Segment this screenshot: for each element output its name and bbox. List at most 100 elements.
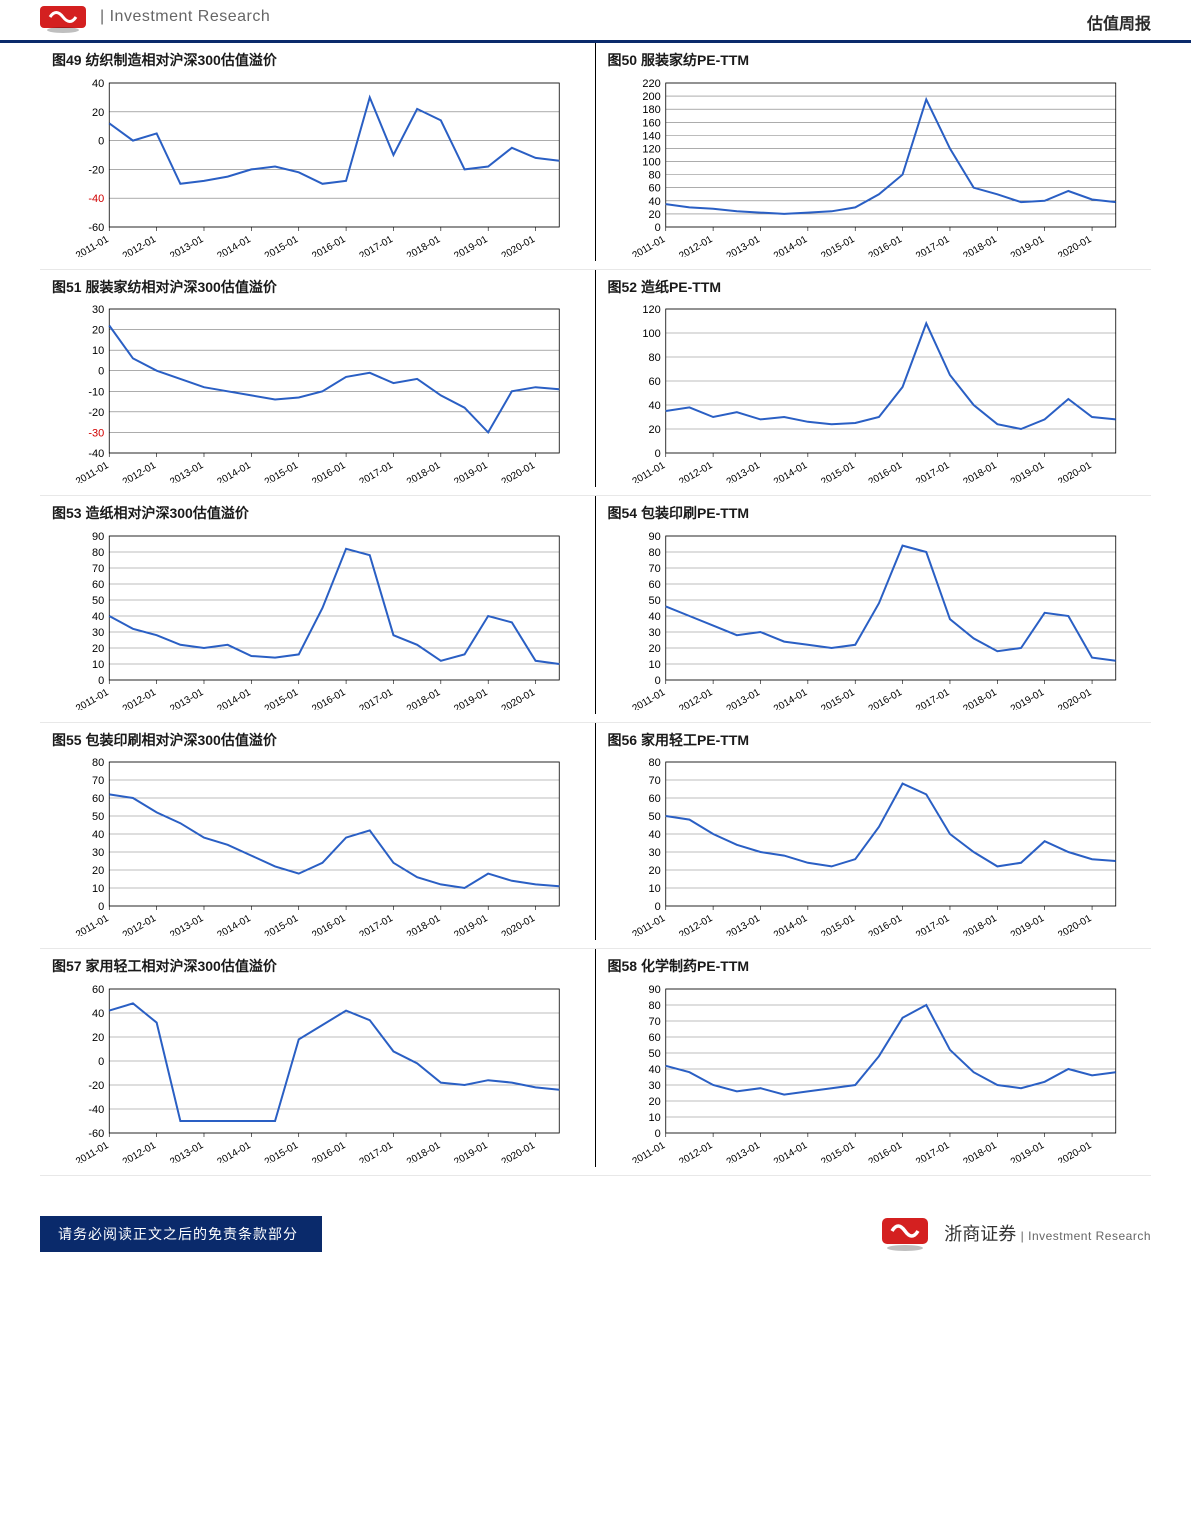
svg-text:2020-01: 2020-01 bbox=[1056, 913, 1094, 936]
chart-cell: 图53 造纸相对沪深300估值溢价01020304050607080902011… bbox=[40, 496, 596, 714]
svg-text:2012-01: 2012-01 bbox=[677, 460, 715, 483]
line-chart: -60-40-2002040602011-012012-012013-01201… bbox=[52, 983, 583, 1163]
line-chart: 01020304050607080902011-012012-012013-01… bbox=[52, 530, 583, 710]
svg-text:-40: -40 bbox=[88, 193, 104, 205]
chart-row: 图49 纺织制造相对沪深300估值溢价-60-40-20020402011-01… bbox=[40, 43, 1151, 270]
svg-text:2013-01: 2013-01 bbox=[168, 1140, 206, 1163]
svg-text:2014-01: 2014-01 bbox=[772, 460, 810, 483]
brand-logo-icon bbox=[40, 0, 86, 34]
svg-text:2014-01: 2014-01 bbox=[216, 1140, 254, 1163]
svg-text:-20: -20 bbox=[88, 164, 104, 176]
svg-text:20: 20 bbox=[648, 1096, 660, 1108]
svg-text:80: 80 bbox=[648, 547, 660, 559]
svg-text:60: 60 bbox=[648, 793, 660, 805]
svg-text:2019-01: 2019-01 bbox=[1008, 233, 1046, 256]
svg-text:30: 30 bbox=[648, 627, 660, 639]
chart-cell: 图54 包装印刷PE-TTM01020304050607080902011-01… bbox=[596, 496, 1152, 714]
svg-text:2020-01: 2020-01 bbox=[1056, 460, 1094, 483]
svg-text:2020-01: 2020-01 bbox=[500, 233, 538, 256]
footer-brand-en: | Investment Research bbox=[1021, 1229, 1151, 1243]
chart-caption: 图49 纺织制造相对沪深300估值溢价 bbox=[52, 51, 583, 71]
svg-text:40: 40 bbox=[648, 829, 660, 841]
svg-text:2020-01: 2020-01 bbox=[1056, 687, 1094, 710]
svg-text:2016-01: 2016-01 bbox=[310, 1140, 348, 1163]
header-left: | Investment Research bbox=[40, 0, 270, 34]
svg-text:2020-01: 2020-01 bbox=[500, 913, 538, 936]
svg-text:10: 10 bbox=[92, 883, 104, 895]
svg-text:2011-01: 2011-01 bbox=[74, 1140, 111, 1163]
chart-grid: 图49 纺织制造相对沪深300估值溢价-60-40-20020402011-01… bbox=[0, 43, 1191, 1176]
chart-cell: 图50 服装家纺PE-TTM02040608010012014016018020… bbox=[596, 43, 1152, 261]
chart-cell: 图57 家用轻工相对沪深300估值溢价-60-40-2002040602011-… bbox=[40, 949, 596, 1167]
svg-text:40: 40 bbox=[648, 195, 660, 207]
svg-text:30: 30 bbox=[648, 1080, 660, 1092]
svg-text:2019-01: 2019-01 bbox=[1008, 1140, 1046, 1163]
svg-text:80: 80 bbox=[648, 352, 660, 364]
svg-text:2016-01: 2016-01 bbox=[866, 233, 904, 256]
svg-text:10: 10 bbox=[92, 659, 104, 671]
line-chart: -40-30-20-1001020302011-012012-012013-01… bbox=[52, 303, 583, 483]
svg-text:70: 70 bbox=[92, 775, 104, 787]
svg-text:2012-01: 2012-01 bbox=[677, 687, 715, 710]
svg-text:2020-01: 2020-01 bbox=[500, 687, 538, 710]
svg-text:2014-01: 2014-01 bbox=[216, 233, 254, 256]
chart-cell: 图55 包装印刷相对沪深300估值溢价010203040506070802011… bbox=[40, 723, 596, 941]
svg-text:20: 20 bbox=[92, 106, 104, 118]
line-chart: 0204060801001201401601802002202011-01201… bbox=[608, 77, 1140, 257]
svg-text:30: 30 bbox=[92, 304, 104, 316]
svg-text:2017-01: 2017-01 bbox=[358, 913, 396, 936]
svg-text:2012-01: 2012-01 bbox=[677, 913, 715, 936]
svg-text:2019-01: 2019-01 bbox=[452, 460, 490, 483]
svg-text:2011-01: 2011-01 bbox=[630, 233, 667, 256]
footer-brand-text: 浙商证券 | Investment Research bbox=[944, 1220, 1151, 1246]
svg-text:50: 50 bbox=[648, 811, 660, 823]
svg-text:100: 100 bbox=[642, 156, 660, 168]
svg-text:2011-01: 2011-01 bbox=[630, 687, 667, 710]
svg-text:2016-01: 2016-01 bbox=[866, 687, 904, 710]
svg-text:2018-01: 2018-01 bbox=[961, 460, 999, 483]
svg-text:2019-01: 2019-01 bbox=[1008, 913, 1046, 936]
svg-text:2018-01: 2018-01 bbox=[405, 233, 443, 256]
svg-text:2012-01: 2012-01 bbox=[121, 913, 159, 936]
svg-text:70: 70 bbox=[648, 775, 660, 787]
svg-text:2013-01: 2013-01 bbox=[724, 687, 762, 710]
svg-text:10: 10 bbox=[648, 1112, 660, 1124]
svg-text:2012-01: 2012-01 bbox=[121, 687, 159, 710]
svg-text:2012-01: 2012-01 bbox=[121, 460, 159, 483]
svg-text:-20: -20 bbox=[88, 407, 104, 419]
line-chart: 01020304050607080902011-012012-012013-01… bbox=[608, 530, 1140, 710]
svg-text:30: 30 bbox=[92, 847, 104, 859]
svg-text:2018-01: 2018-01 bbox=[961, 233, 999, 256]
svg-text:-40: -40 bbox=[88, 1104, 104, 1116]
svg-text:2017-01: 2017-01 bbox=[358, 233, 396, 256]
svg-text:2017-01: 2017-01 bbox=[914, 1140, 952, 1163]
svg-text:200: 200 bbox=[642, 91, 660, 103]
svg-text:2012-01: 2012-01 bbox=[121, 1140, 159, 1163]
svg-text:-30: -30 bbox=[88, 428, 104, 440]
svg-text:0: 0 bbox=[654, 675, 660, 687]
svg-text:2013-01: 2013-01 bbox=[724, 233, 762, 256]
chart-caption: 图54 包装印刷PE-TTM bbox=[608, 504, 1140, 524]
svg-text:2020-01: 2020-01 bbox=[1056, 233, 1094, 256]
svg-text:-40: -40 bbox=[88, 448, 104, 460]
svg-text:20: 20 bbox=[648, 643, 660, 655]
svg-text:-20: -20 bbox=[88, 1080, 104, 1092]
svg-text:2018-01: 2018-01 bbox=[961, 913, 999, 936]
svg-text:2017-01: 2017-01 bbox=[358, 687, 396, 710]
svg-text:2020-01: 2020-01 bbox=[1056, 1140, 1094, 1163]
chart-row: 图53 造纸相对沪深300估值溢价01020304050607080902011… bbox=[40, 496, 1151, 723]
svg-text:2016-01: 2016-01 bbox=[310, 460, 348, 483]
svg-text:2015-01: 2015-01 bbox=[819, 687, 857, 710]
svg-text:2017-01: 2017-01 bbox=[914, 687, 952, 710]
svg-text:80: 80 bbox=[648, 169, 660, 181]
svg-text:60: 60 bbox=[92, 793, 104, 805]
svg-text:2012-01: 2012-01 bbox=[677, 1140, 715, 1163]
svg-text:2014-01: 2014-01 bbox=[772, 233, 810, 256]
svg-text:2017-01: 2017-01 bbox=[914, 233, 952, 256]
svg-text:0: 0 bbox=[654, 1128, 660, 1140]
svg-text:30: 30 bbox=[92, 627, 104, 639]
svg-text:0: 0 bbox=[98, 135, 104, 147]
svg-text:-10: -10 bbox=[88, 386, 104, 398]
svg-text:10: 10 bbox=[648, 883, 660, 895]
svg-text:2013-01: 2013-01 bbox=[168, 913, 206, 936]
